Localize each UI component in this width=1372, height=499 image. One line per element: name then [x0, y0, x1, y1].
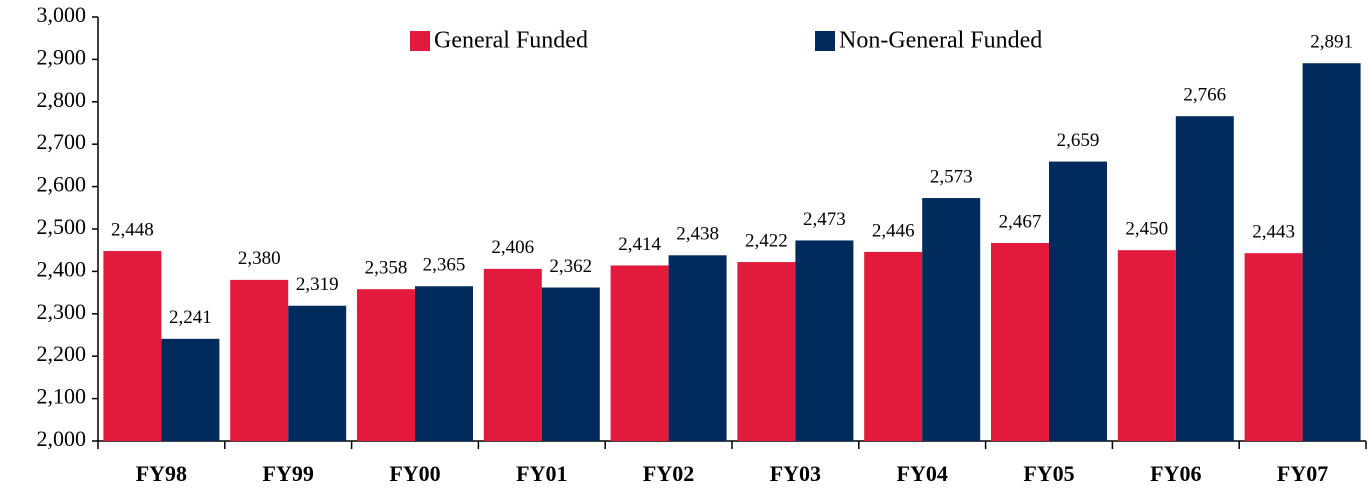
legend-swatch [815, 31, 835, 51]
bar [922, 198, 981, 441]
value-label: 2,362 [549, 256, 592, 277]
bar [991, 242, 1049, 441]
y-tick-label: 2,900 [37, 44, 87, 69]
bar [161, 338, 220, 441]
x-tick-label: FY01 [516, 461, 567, 486]
value-label: 2,473 [803, 209, 846, 230]
bar [1175, 116, 1234, 441]
y-tick-label: 2,500 [37, 214, 87, 239]
bar [1049, 161, 1107, 442]
bar [357, 289, 415, 441]
bar [230, 279, 289, 441]
bar [864, 251, 923, 441]
bar [1244, 253, 1303, 441]
legend-swatch [410, 31, 430, 51]
value-label: 2,414 [618, 234, 661, 255]
value-label: 2,241 [169, 307, 212, 328]
value-label: 2,422 [745, 230, 788, 251]
y-tick-label: 2,700 [37, 129, 87, 154]
value-label: 2,319 [296, 274, 339, 295]
x-tick-label: FY98 [136, 461, 187, 486]
bar [737, 262, 796, 441]
x-tick-label: FY06 [1150, 461, 1201, 486]
y-tick-label: 2,400 [37, 256, 87, 281]
x-tick-label: FY07 [1277, 461, 1328, 486]
bar [668, 255, 727, 441]
legend-label: General Funded [434, 28, 588, 54]
y-tick-label: 3,000 [37, 2, 87, 27]
x-tick-label: FY02 [643, 461, 694, 486]
y-tick-label: 2,100 [37, 384, 87, 409]
value-label: 2,467 [999, 211, 1042, 232]
value-label: 2,446 [872, 220, 915, 241]
value-label: 2,448 [111, 219, 154, 240]
value-label: 2,443 [1252, 222, 1295, 243]
value-label: 2,365 [423, 255, 466, 276]
x-tick-label: FY99 [263, 461, 314, 486]
value-label: 2,891 [1310, 32, 1353, 53]
value-label: 2,406 [491, 237, 534, 258]
bar [1302, 63, 1361, 441]
x-tick-label: FY04 [897, 461, 948, 486]
y-tick-label: 2,000 [37, 426, 87, 451]
value-label: 2,450 [1125, 219, 1168, 240]
bar [1117, 250, 1176, 441]
bar [415, 286, 473, 441]
value-label: 2,358 [365, 258, 408, 279]
legend-label: Non-General Funded [839, 28, 1042, 54]
bar [103, 251, 162, 441]
value-label: 2,573 [930, 166, 973, 187]
x-tick-label: FY03 [770, 461, 821, 486]
value-label: 2,380 [238, 248, 281, 269]
y-tick-label: 2,300 [37, 299, 87, 324]
value-label: 2,438 [676, 224, 719, 245]
y-tick-label: 2,800 [37, 87, 87, 112]
x-tick-label: FY00 [389, 461, 440, 486]
y-tick-label: 2,600 [37, 172, 87, 197]
bar [288, 305, 347, 441]
bar [795, 240, 854, 441]
bar [610, 265, 669, 441]
bar [483, 268, 542, 441]
bar [541, 287, 600, 441]
x-tick-label: FY05 [1023, 461, 1074, 486]
y-tick-label: 2,200 [37, 341, 87, 366]
value-label: 2,659 [1057, 130, 1100, 151]
value-label: 2,766 [1183, 85, 1226, 106]
